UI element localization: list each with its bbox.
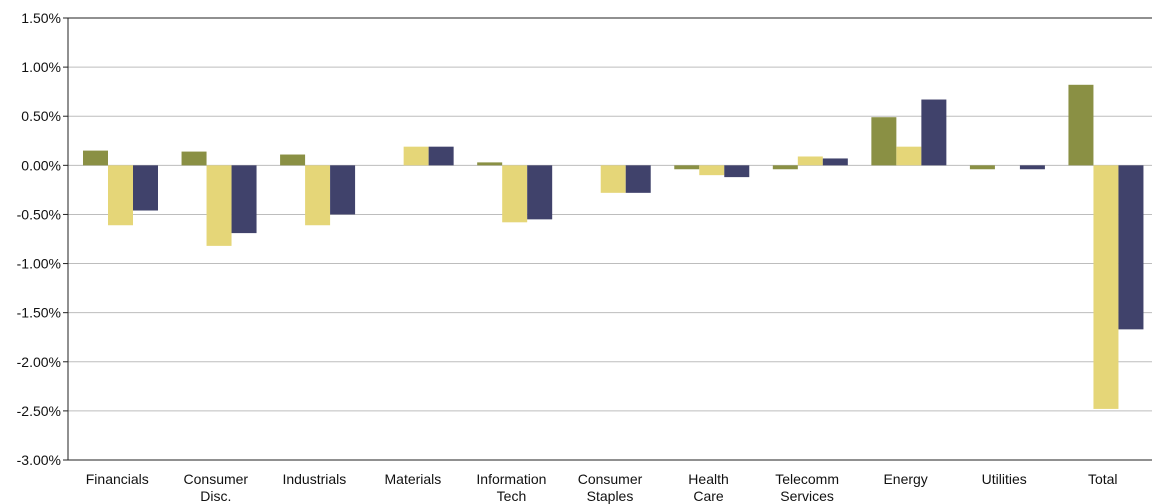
y-tick-label: -2.00% [17,354,61,370]
bar-telecomm-services-s2 [797,156,823,166]
x-tick-label: Consumer Disc. [184,471,249,504]
y-tick-label: -1.50% [17,305,61,321]
bar-health-care-s3 [724,165,750,178]
y-tick-label: 1.50% [21,10,61,26]
bar-utilities-s1 [969,165,995,170]
x-tick-label: Industrials [282,471,346,487]
y-tick-label: 1.00% [21,59,61,75]
y-tick-label: -1.00% [17,256,61,272]
bar-consumer-disc--s3 [231,165,257,234]
x-tick-label: Utilities [982,471,1027,487]
bar-energy-s2 [896,146,922,166]
bar-consumer-disc--s2 [206,165,232,246]
x-tick-label: Telecomm Services [775,471,839,504]
bar-health-care-s2 [699,165,725,176]
bar-industrials-s1 [280,154,306,166]
bar-materials-s2 [403,146,429,166]
x-tick-label: Energy [883,471,927,487]
bar-financials-s3 [133,165,158,211]
bar-energy-s3 [921,99,947,166]
bar-total-s3 [1118,165,1144,330]
y-tick-label: -2.50% [17,403,61,419]
x-tick-label: Health Care [688,471,728,504]
bar-industrials-s2 [305,165,331,226]
bars [83,84,1144,409]
x-tick-label: Financials [86,471,149,487]
x-tick-label: Information Tech [476,471,546,504]
y-tick-label: -3.00% [17,452,61,468]
bar-information-tech-s1 [477,162,503,166]
bar-financials-s1 [83,150,108,166]
bar-materials-s3 [428,146,454,166]
bar-energy-s1 [871,117,897,166]
bar-health-care-s1 [674,165,700,170]
bar-industrials-s3 [330,165,356,215]
bar-consumer-disc--s1 [181,151,207,166]
bar-total-s1 [1068,84,1094,166]
y-tick-label: -0.50% [17,206,61,222]
bar-telecomm-services-s3 [822,158,848,166]
y-axis: 1.50% 1.00% 0.50% 0.00% -0.50% -1.00% -1.50% -2… [17,10,69,468]
bar-utilities-s3 [1019,165,1045,170]
y-tick-label: 0.00% [21,157,61,173]
x-tick-label: Total [1088,471,1118,487]
bar-telecomm-services-s1 [772,165,798,170]
y-tick-label: 0.50% [21,108,61,124]
bar-total-s2 [1093,165,1119,409]
bar-financials-s2 [108,165,133,226]
bar-consumer-staples-s3 [625,165,651,193]
bar-information-tech-s3 [527,165,553,220]
bar-consumer-staples-s2 [600,165,626,193]
x-tick-label: Consumer Staples [578,471,643,504]
x-tick-label: Materials [385,471,442,487]
x-axis: Financials Consumer Disc. Industrials Materi… [86,471,1118,504]
bar-information-tech-s2 [502,165,528,223]
